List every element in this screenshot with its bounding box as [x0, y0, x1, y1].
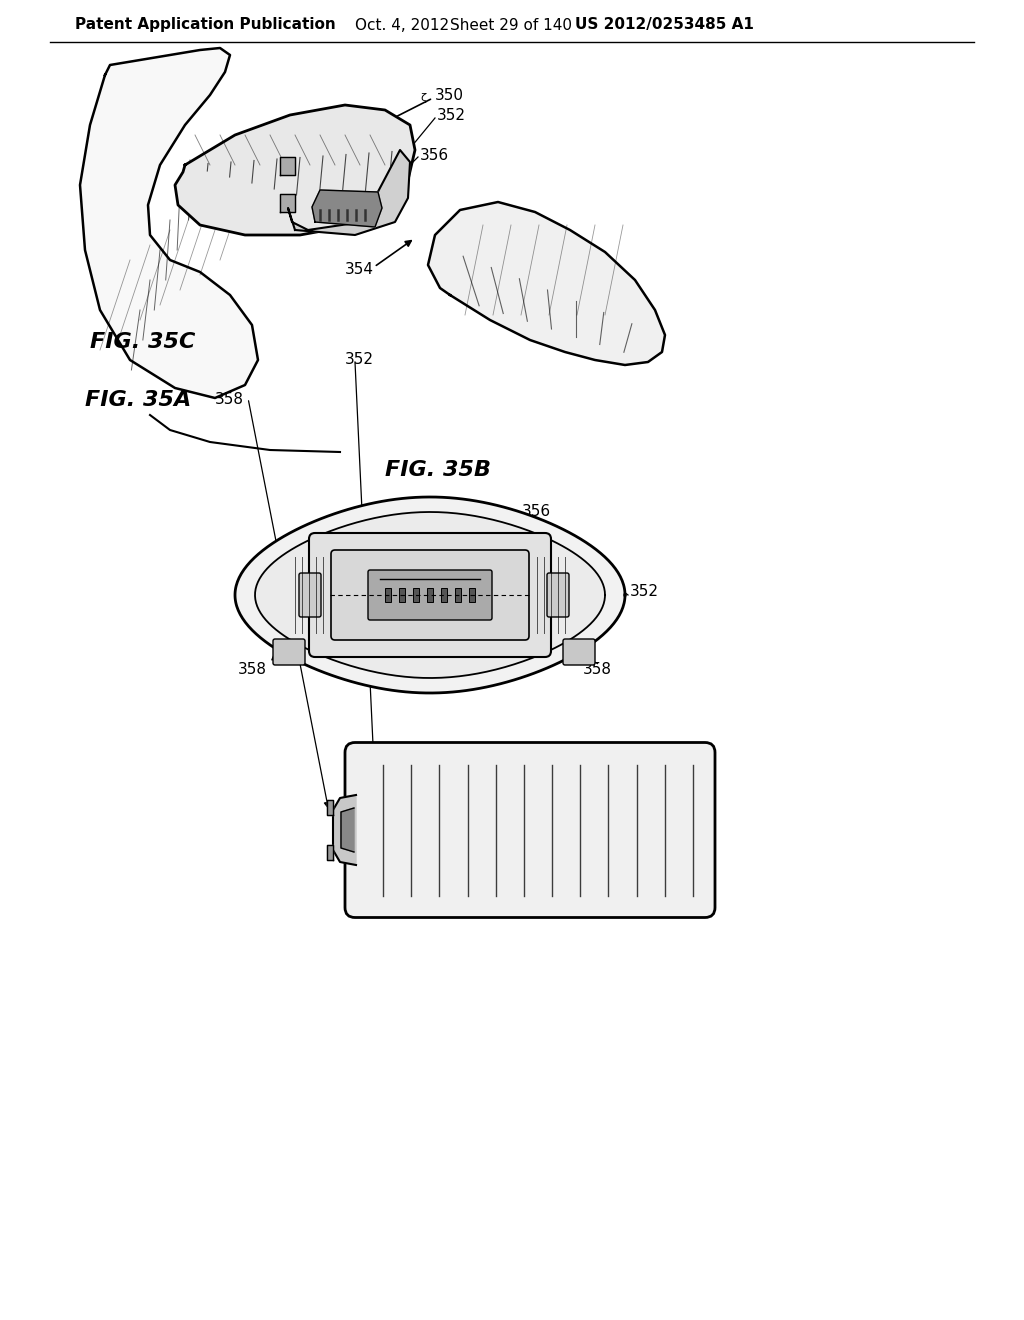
- Text: ζ: ζ: [420, 92, 426, 103]
- Text: Sheet 29 of 140: Sheet 29 of 140: [450, 17, 572, 33]
- Bar: [413, 587, 419, 602]
- Text: 350: 350: [435, 87, 464, 103]
- FancyBboxPatch shape: [299, 573, 321, 616]
- Polygon shape: [280, 194, 295, 213]
- FancyBboxPatch shape: [273, 639, 305, 665]
- Polygon shape: [333, 795, 356, 865]
- Text: 352: 352: [437, 107, 466, 123]
- Bar: [455, 587, 461, 602]
- Polygon shape: [327, 845, 333, 861]
- Text: FIG. 35B: FIG. 35B: [385, 459, 490, 480]
- Polygon shape: [255, 512, 605, 678]
- Polygon shape: [327, 800, 333, 814]
- FancyBboxPatch shape: [331, 550, 529, 640]
- Text: Oct. 4, 2012: Oct. 4, 2012: [355, 17, 450, 33]
- Text: FIG. 35C: FIG. 35C: [90, 333, 196, 352]
- FancyBboxPatch shape: [547, 573, 569, 616]
- Polygon shape: [288, 150, 410, 235]
- Polygon shape: [280, 157, 295, 176]
- FancyBboxPatch shape: [309, 533, 551, 657]
- Text: 356: 356: [420, 148, 450, 162]
- Text: US 2012/0253485 A1: US 2012/0253485 A1: [575, 17, 754, 33]
- Text: 352: 352: [345, 352, 374, 367]
- Polygon shape: [341, 808, 354, 851]
- Text: 354: 354: [345, 263, 374, 277]
- Text: 352: 352: [630, 585, 659, 599]
- Text: FIG. 35A: FIG. 35A: [85, 389, 191, 411]
- Text: Patent Application Publication: Patent Application Publication: [75, 17, 336, 33]
- Polygon shape: [312, 190, 382, 227]
- Text: 358: 358: [583, 663, 612, 677]
- Text: 356: 356: [522, 504, 551, 520]
- Bar: [427, 587, 433, 602]
- Bar: [399, 587, 406, 602]
- Bar: [441, 587, 447, 602]
- Polygon shape: [80, 48, 258, 399]
- Bar: [385, 587, 391, 602]
- Polygon shape: [175, 106, 415, 235]
- Bar: [469, 587, 475, 602]
- Polygon shape: [428, 202, 665, 366]
- FancyBboxPatch shape: [345, 742, 715, 917]
- Text: 358: 358: [215, 392, 244, 408]
- FancyBboxPatch shape: [563, 639, 595, 665]
- FancyBboxPatch shape: [368, 570, 492, 620]
- Polygon shape: [236, 498, 625, 693]
- Text: 358: 358: [238, 663, 267, 677]
